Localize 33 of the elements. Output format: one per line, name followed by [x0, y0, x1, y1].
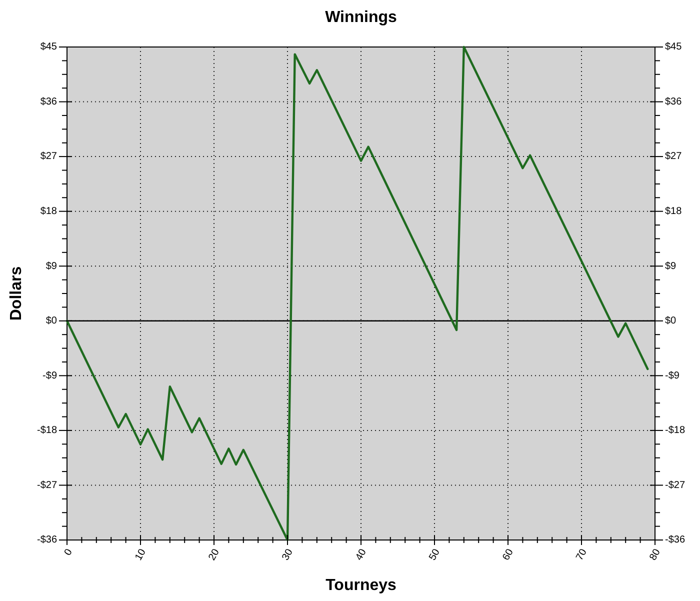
chart-title: Winnings: [325, 9, 398, 26]
x-tick-label: 80: [648, 546, 664, 562]
y2-tick-label: -$36: [665, 534, 686, 546]
y2-tick-label: -$27: [665, 480, 686, 491]
y-tick-label: $27: [40, 151, 58, 162]
y2-tick-label: $9: [665, 260, 677, 272]
x-tick-label: 20: [206, 546, 222, 562]
x-tick-label: 30: [280, 546, 296, 562]
x-tick-label: 10: [133, 546, 149, 562]
y-tick-label: $0: [46, 316, 58, 327]
y-tick-label: $18: [40, 206, 58, 217]
y2-tick-label: $0: [665, 316, 677, 327]
y2-tick-label: $45: [665, 42, 682, 53]
y-tick-label: -$27: [36, 480, 58, 491]
x-tick-label: 0: [62, 546, 76, 558]
y2-tick-label: $18: [665, 206, 682, 217]
x-tick-label: 60: [500, 546, 516, 562]
x-tick-label: 70: [574, 546, 590, 562]
x-tick-label: 40: [354, 546, 370, 562]
y-tick-label: $9: [46, 260, 58, 272]
x-axis-title: Tourneys: [326, 577, 397, 594]
y-tick-label: $45: [40, 42, 58, 53]
y2-tick-label: $36: [665, 96, 682, 108]
y-tick-label: -$9: [42, 370, 58, 382]
line-series: [66, 46, 649, 542]
y-tick-label: -$18: [36, 425, 58, 436]
y-tick-label: -$36: [36, 534, 58, 546]
y-tick-label: $36: [40, 96, 58, 108]
y2-tick-label: $27: [665, 151, 682, 162]
y2-tick-label: -$9: [665, 370, 680, 382]
x-tick-label: 50: [427, 546, 443, 562]
y2-tick-label: -$18: [665, 425, 686, 436]
y-axis-title: Dollars: [8, 266, 25, 321]
